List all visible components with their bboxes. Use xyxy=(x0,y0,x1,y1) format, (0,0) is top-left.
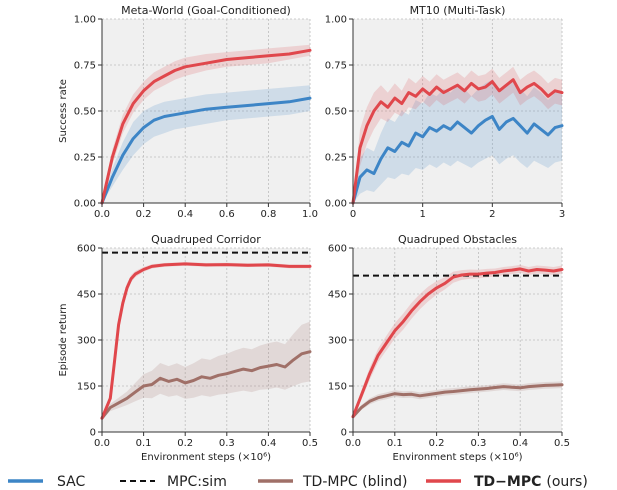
x-tick-label: 0 xyxy=(350,209,356,220)
series-line-blind xyxy=(100,350,312,420)
y-tick-label: 1.00 xyxy=(74,15,96,26)
y-tick-label: 600 xyxy=(328,244,347,255)
legend-label-tdmpc: TD−MPC (ours) xyxy=(474,474,588,490)
confidence-band-tdmpc xyxy=(102,44,310,203)
panel-title: MT10 (Multi-Task) xyxy=(410,4,506,17)
plot-area: 0.0 0.1 0.2 0.3 0.4 0.5 0 150 300 450 600 xyxy=(328,244,570,450)
y-tick-label: 0.75 xyxy=(325,61,347,72)
series-line-tdmpc xyxy=(351,267,564,419)
plot-area: 0 1 2 3 0.00 0.25 0.50 0.75 1.00 xyxy=(325,15,565,221)
legend: SAC MPC:sim TD-MPC (blind) TD−MPC (ours) xyxy=(8,474,588,490)
panel-quadruped-obstacles: 0.0 0.1 0.2 0.3 0.4 0.5 0 150 300 450 600 Quadrupe… xyxy=(328,233,570,463)
y-tick-label: 0.75 xyxy=(74,61,96,72)
series-line-sac xyxy=(100,96,312,205)
x-tick-label: 0.0 xyxy=(345,438,361,449)
y-tick-label: 0.25 xyxy=(74,153,96,164)
y-tick-label: 0.25 xyxy=(325,153,347,164)
x-tick-label: 0.3 xyxy=(219,438,235,449)
y-axis-label: Episode return xyxy=(58,303,69,376)
y-tick-label: 450 xyxy=(77,290,96,301)
x-tick-label: 0.3 xyxy=(470,438,486,449)
x-tick-label: 0.0 xyxy=(94,209,110,220)
confidence-band-sac xyxy=(353,79,562,203)
x-tick-label: 3 xyxy=(559,209,565,220)
x-tick-label: 0.8 xyxy=(260,209,276,220)
legend-label-mpcsim: MPC:sim xyxy=(167,474,227,490)
y-tick-label: 0.50 xyxy=(325,107,347,118)
x-tick-label: 0.1 xyxy=(136,438,152,449)
x-tick-label: 0.6 xyxy=(219,209,235,220)
series-line-blind xyxy=(351,383,564,419)
x-tick-label: 2 xyxy=(489,209,495,220)
x-tick-label: 0.4 xyxy=(512,438,528,449)
x-tick-label: 1.0 xyxy=(302,209,318,220)
x-tick-label: 0.2 xyxy=(136,209,152,220)
plot-area: 0.0 0.2 0.4 0.6 0.8 1.0 0.00 0.25 0.50 0.75 1.00 xyxy=(74,15,318,221)
x-tick-label: 0.5 xyxy=(302,438,318,449)
x-tick-label: 0.4 xyxy=(260,438,276,449)
x-tick-label: 0.2 xyxy=(177,438,193,449)
y-axis-label: Success rate xyxy=(58,79,69,143)
y-tick-label: 1.00 xyxy=(325,15,347,26)
series-line-tdmpc xyxy=(351,78,564,205)
panel-title: Quadruped Obstacles xyxy=(398,233,517,246)
panel-quadruped-corridor: 0.0 0.1 0.2 0.3 0.4 0.5 0 150 300 450 600 Quadrupe… xyxy=(58,233,318,463)
y-tick-label: 0 xyxy=(90,428,96,439)
x-tick-label: 0.1 xyxy=(387,438,403,449)
y-tick-label: 150 xyxy=(328,382,347,393)
y-tick-label: 300 xyxy=(77,336,96,347)
x-tick-label: 0.5 xyxy=(554,438,570,449)
x-axis-label: Environment steps (×10⁶) xyxy=(393,452,523,463)
confidence-band-blind xyxy=(102,321,310,420)
y-tick-label: 300 xyxy=(328,336,347,347)
legend-label-tdmpc-bold: TD−MPC xyxy=(474,474,541,490)
legend-label-blind: TD-MPC (blind) xyxy=(302,474,407,490)
y-tick-label: 150 xyxy=(77,382,96,393)
x-tick-label: 0.4 xyxy=(177,209,193,220)
y-tick-label: 600 xyxy=(77,244,96,255)
series-line-sac xyxy=(351,115,564,205)
legend-label-tdmpc-suffix: (ours) xyxy=(546,474,587,490)
panel-mt10: 0 1 2 3 0.00 0.25 0.50 0.75 1.00 MT10 (Multi-Tas… xyxy=(325,4,565,220)
y-tick-label: 0.00 xyxy=(74,199,96,210)
legend-label-sac: SAC xyxy=(57,474,85,490)
x-tick-label: 1 xyxy=(419,209,425,220)
y-tick-label: 450 xyxy=(328,290,347,301)
y-tick-label: 0.00 xyxy=(325,199,347,210)
x-axis-label: Environment steps (×10⁶) xyxy=(141,452,271,463)
x-tick-label: 0.0 xyxy=(94,438,110,449)
plot-area: 0.0 0.1 0.2 0.3 0.4 0.5 0 150 300 450 600 xyxy=(77,244,318,450)
x-tick-label: 0.2 xyxy=(429,438,445,449)
y-tick-label: 0 xyxy=(341,428,347,439)
series-line-tdmpc xyxy=(100,48,312,205)
panel-title: Meta-World (Goal-Conditioned) xyxy=(121,4,291,17)
confidence-band-sac xyxy=(102,85,310,203)
series-line-tdmpc xyxy=(100,262,312,420)
y-tick-label: 0.50 xyxy=(74,107,96,118)
panel-title: Quadruped Corridor xyxy=(151,233,261,246)
panel-meta-world: 0.0 0.2 0.4 0.6 0.8 1.0 0.00 0.25 0.50 0.75 1.00 M… xyxy=(58,4,318,220)
